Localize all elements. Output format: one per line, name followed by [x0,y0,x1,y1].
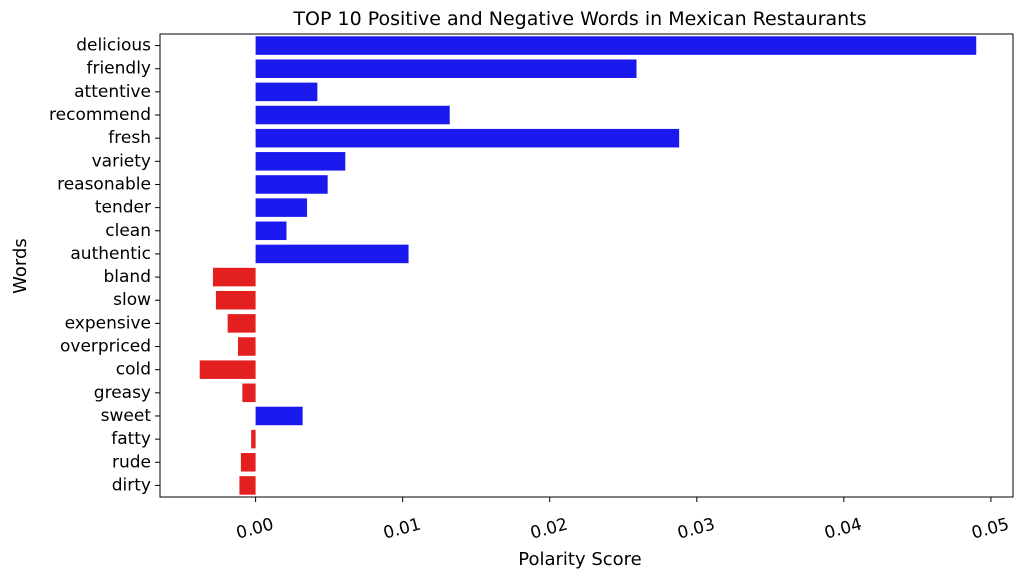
bar-fatty [251,429,256,449]
y-tick-label: dirty [112,475,151,495]
y-tick-label: greasy [94,383,151,403]
y-axis-ticks: delicious friendly attentive recommend fresh… [49,36,160,495]
bar-cold [199,360,256,379]
y-tick-label: tender [95,198,151,218]
y-tick-label: sweet [101,406,152,426]
bar-dirty [239,476,256,495]
bar-reasonable [255,175,328,194]
chart-title: TOP 10 Positive and Negative Words in Me… [292,8,866,30]
x-tick-label: 0.02 [528,515,570,544]
y-tick-label: fresh [108,128,151,148]
plot-frame [159,33,1014,498]
bar-recommend [255,105,450,125]
x-tick-label: 0.05 [969,515,1011,544]
y-tick-label: friendly [86,59,151,79]
y-tick-label: bland [104,267,152,287]
x-tick-label: 0.04 [822,515,864,544]
y-tick-label: cold [116,360,151,380]
y-axis-label: Words [10,238,31,294]
bar-fresh [255,128,680,148]
bar-slow [215,290,256,310]
y-tick-label: authentic [70,244,151,264]
y-tick-label: overpriced [60,337,151,357]
y-tick-label: variety [92,151,151,171]
y-tick-label: recommend [49,105,151,125]
bar-friendly [255,59,637,78]
bar-clean [255,221,287,241]
x-axis-label: Polarity Score [518,549,642,570]
x-tick-label: 0.01 [381,515,423,544]
x-tick-label: 0.03 [675,515,717,544]
y-tick-label: rude [112,452,151,472]
bars-group [199,36,977,495]
bar-variety [255,152,346,171]
y-tick-label: expensive [65,313,151,333]
bar-bland [212,267,256,287]
bar-attentive [255,82,318,102]
y-tick-label: slow [113,290,151,310]
y-tick-label: fatty [111,429,151,449]
bar-sweet [255,406,303,426]
bar-delicious [255,36,977,55]
x-tick-label: 0.00 [234,515,276,544]
y-tick-label: reasonable [57,174,151,194]
bar-authentic [255,244,409,264]
bar-rude [240,453,256,472]
bar-greasy [242,383,256,403]
x-axis-ticks: 0.00 0.01 0.02 0.03 0.04 0.05 [234,497,1011,544]
y-tick-label: clean [105,221,151,241]
y-tick-label: delicious [76,36,151,56]
bar-tender [255,198,308,217]
bar-overpriced [237,337,256,356]
y-tick-label: attentive [74,82,151,102]
bar-expensive [227,314,256,333]
